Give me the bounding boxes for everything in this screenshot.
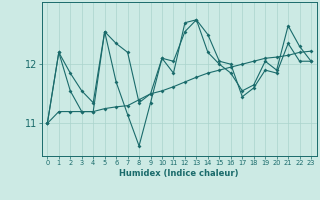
X-axis label: Humidex (Indice chaleur): Humidex (Indice chaleur): [119, 169, 239, 178]
